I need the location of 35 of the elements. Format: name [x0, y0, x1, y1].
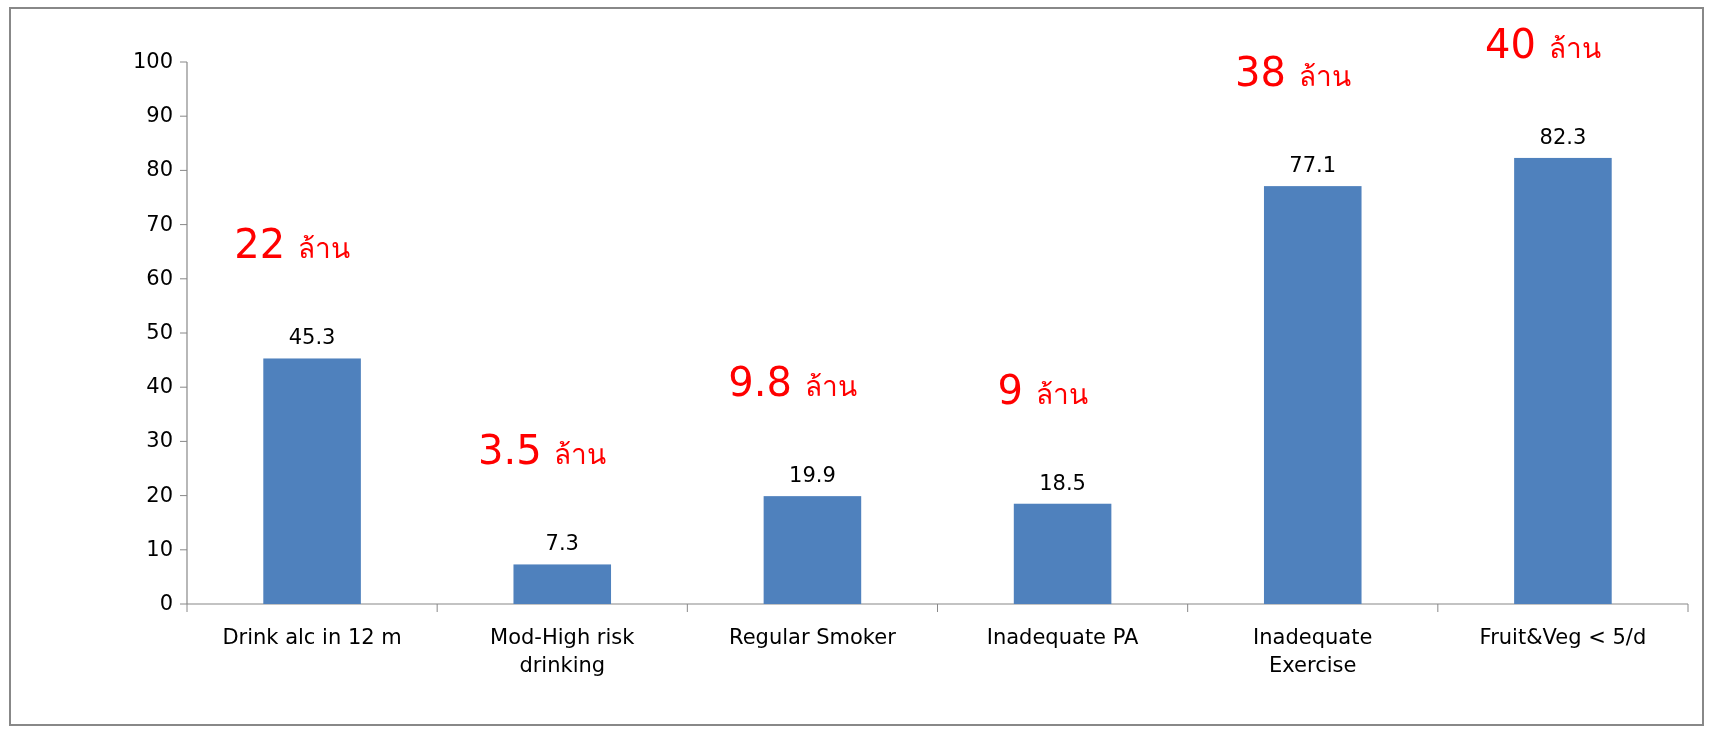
data-label: 82.3 — [1539, 124, 1587, 149]
bar — [513, 564, 612, 604]
x-tick-label: Drink alc in 12 m — [222, 625, 402, 649]
data-label: 77.1 — [1289, 153, 1337, 178]
y-tick-label: 10 — [146, 536, 173, 561]
bar — [1263, 186, 1362, 604]
y-tick-label: 100 — [132, 49, 173, 73]
data-label: 18.5 — [1039, 470, 1086, 495]
y-tick-label: 70 — [146, 211, 173, 236]
data-label: 45.3 — [288, 325, 336, 350]
x-tick-label: Fruit&Veg < 5/d — [1479, 625, 1647, 649]
y-tick-label: 90 — [146, 103, 173, 128]
bar — [1514, 157, 1612, 604]
y-tick-label: 50 — [146, 320, 173, 344]
annotation: 22 ล้าน — [234, 221, 350, 268]
bar — [1013, 503, 1112, 604]
y-tick-label: 0 — [159, 591, 173, 615]
y-tick-label: 60 — [146, 265, 173, 290]
annotation: 3.5 ล้าน — [478, 427, 607, 474]
y-tick-label: 80 — [146, 157, 173, 182]
y-tick-label: 40 — [146, 374, 173, 399]
x-tick-label: Mod-High risk drinking — [490, 625, 636, 677]
x-tick-label: Inadequate PA — [986, 625, 1140, 649]
annotation: 9.8 ล้าน — [728, 359, 857, 406]
x-tick-label: Inadequate Exercise — [1253, 625, 1373, 677]
annotation: 9 ล้าน — [997, 366, 1088, 413]
y-tick-label: 30 — [146, 428, 173, 453]
annotation: 38 ล้าน — [1234, 49, 1351, 96]
bar — [763, 496, 862, 604]
data-label: 19.9 — [789, 463, 836, 488]
y-tick-label: 20 — [146, 482, 173, 507]
annotation: 40 ล้าน — [1485, 20, 1601, 67]
data-label: 7.3 — [545, 531, 579, 556]
bar — [263, 358, 361, 604]
x-tick-label: Regular Smoker — [729, 625, 897, 649]
